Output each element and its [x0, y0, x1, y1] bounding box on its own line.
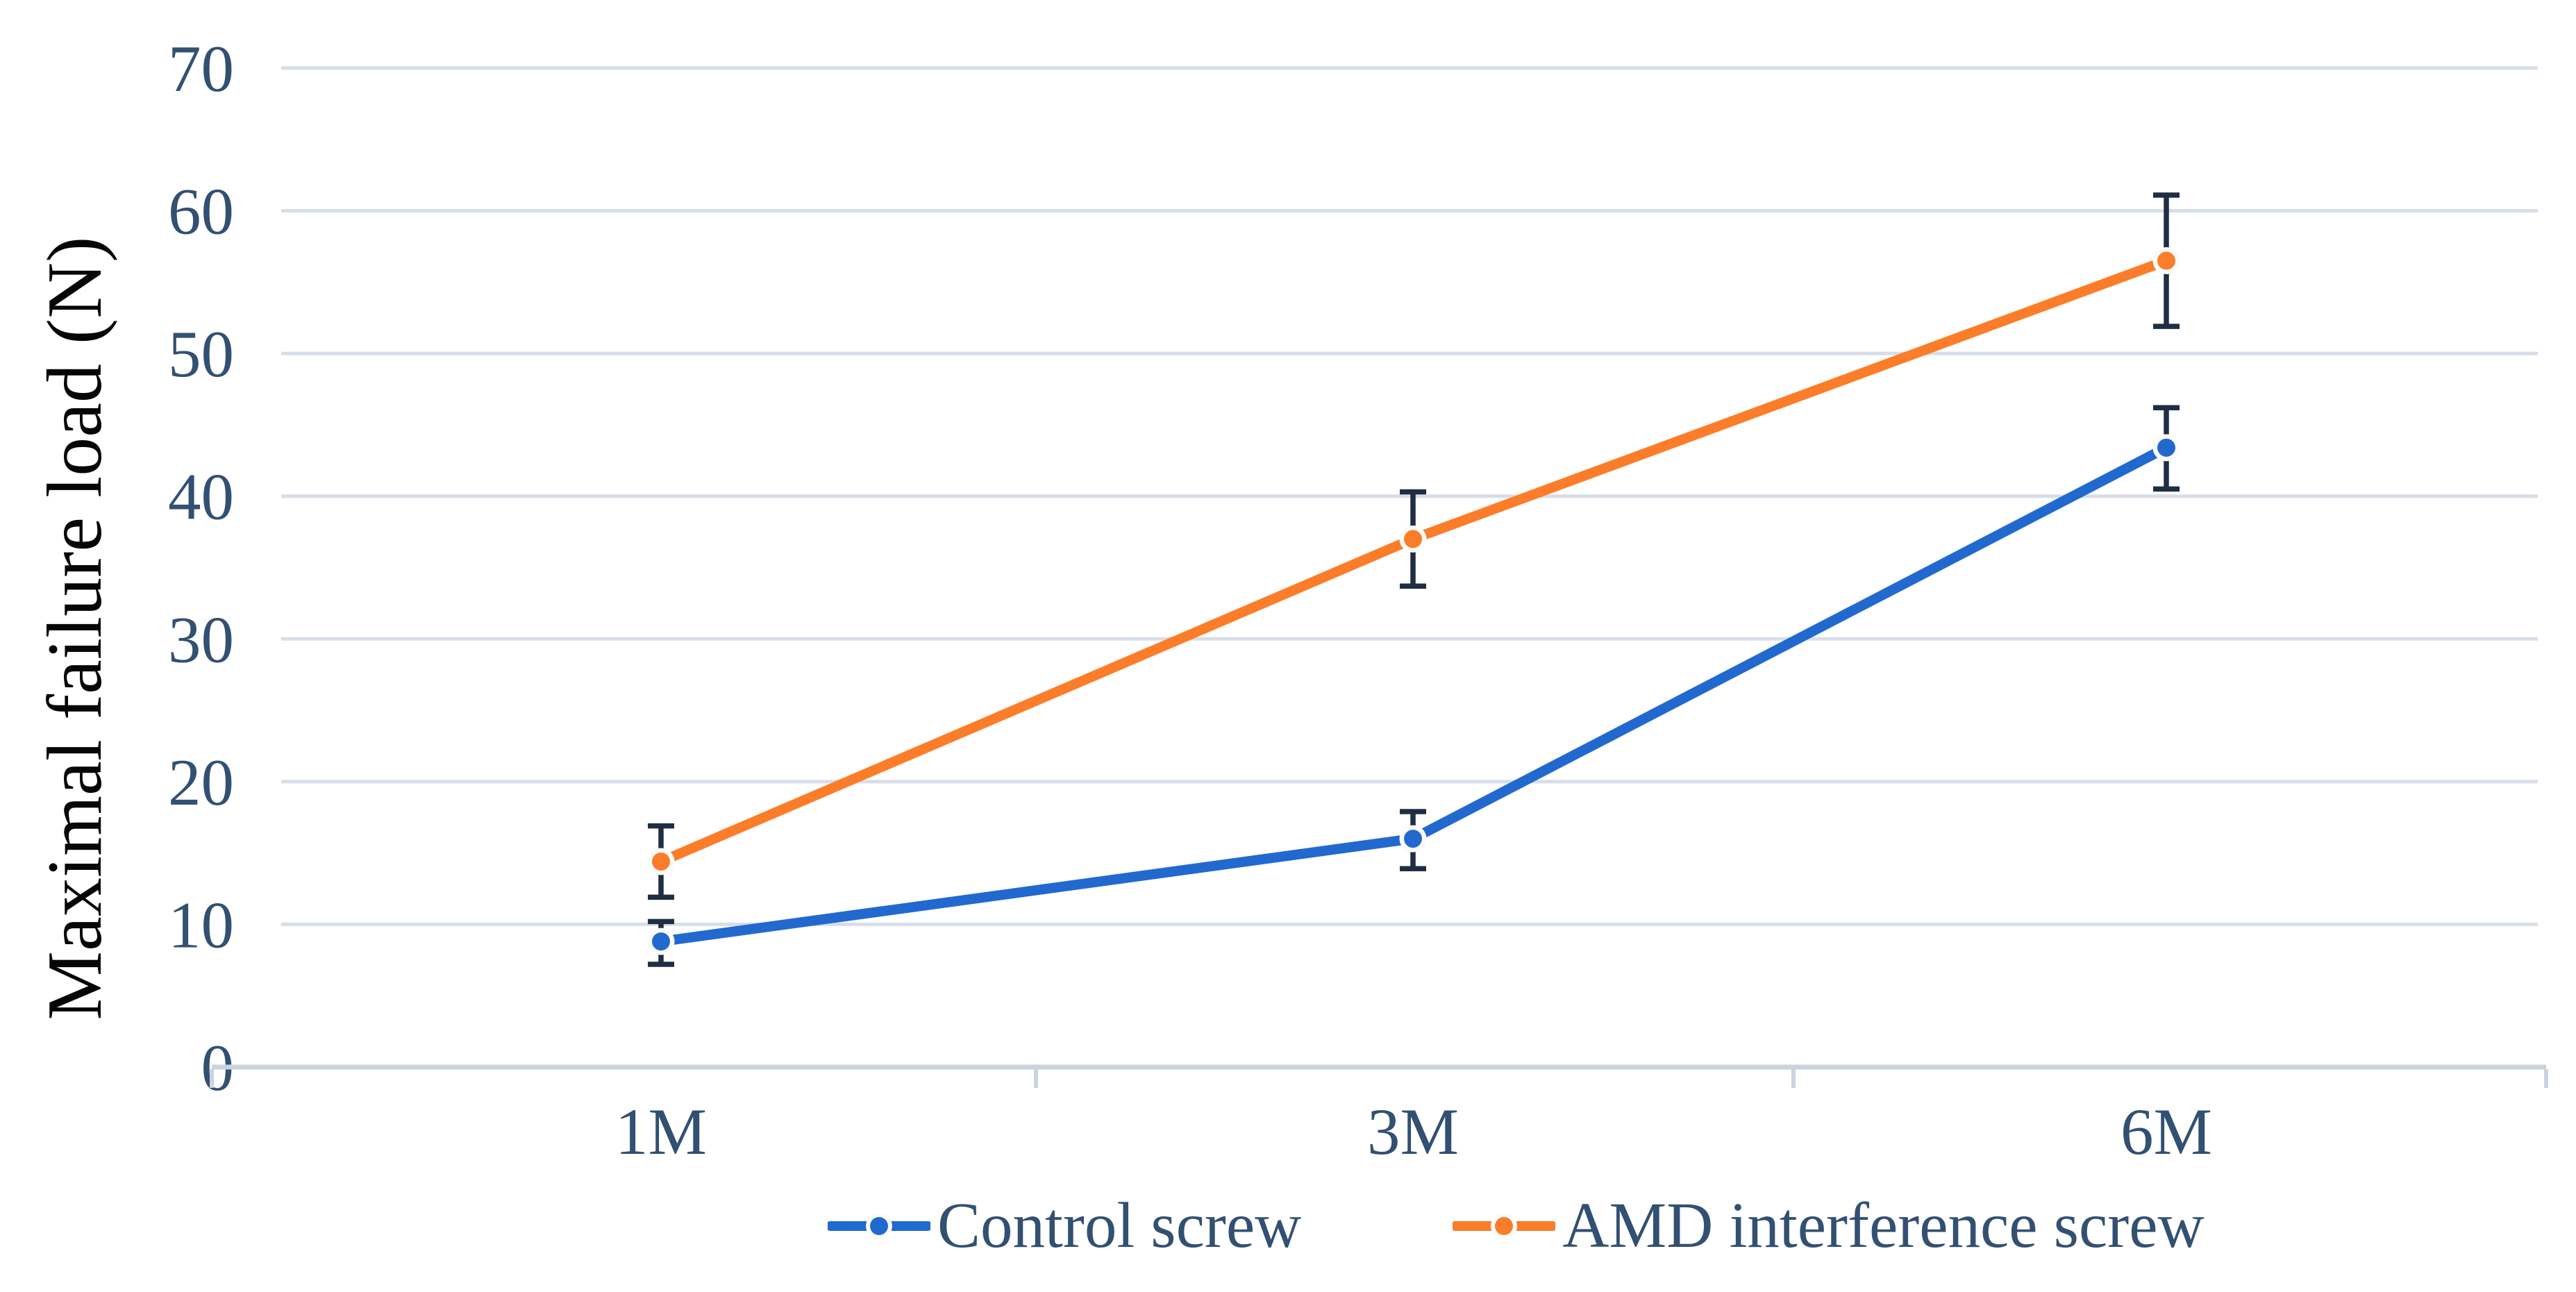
data-point: [652, 932, 670, 951]
y-tick-label: 40: [168, 460, 234, 534]
x-tick-label: 1M: [615, 1095, 707, 1168]
legend-label-control-screw: Control screw: [937, 1190, 1302, 1261]
data-point: [1404, 530, 1422, 548]
y-tick-label: 10: [168, 888, 234, 962]
legend-marker-amd-interference-screw-icon: [1453, 1212, 1556, 1239]
legend-item-amd-interference-screw: AMD interference screw: [1453, 1189, 2205, 1263]
data-point: [652, 852, 670, 871]
legend-item-control-screw: Control screw: [828, 1189, 1301, 1263]
data-point: [1404, 830, 1422, 848]
y-tick-label: 20: [168, 746, 234, 819]
data-point: [2157, 251, 2175, 270]
y-tick-label: 70: [168, 32, 234, 106]
y-tick-label: 60: [168, 175, 234, 249]
y-tick-label: 50: [168, 317, 234, 391]
x-tick-label: 3M: [1367, 1095, 1459, 1168]
y-tick-label: 30: [168, 603, 234, 676]
legend: Control screw AMD interference screw: [828, 1189, 2205, 1263]
data-point: [2157, 438, 2175, 457]
legend-label-amd-interference-screw: AMD interference screw: [1562, 1190, 2205, 1261]
legend-marker-control-screw-icon: [828, 1212, 930, 1239]
x-tick-label: 6M: [2121, 1095, 2212, 1168]
